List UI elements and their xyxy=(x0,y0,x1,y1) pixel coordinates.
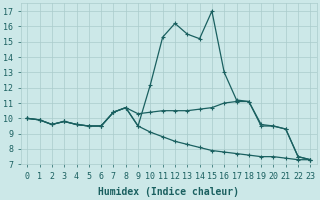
X-axis label: Humidex (Indice chaleur): Humidex (Indice chaleur) xyxy=(98,186,239,197)
